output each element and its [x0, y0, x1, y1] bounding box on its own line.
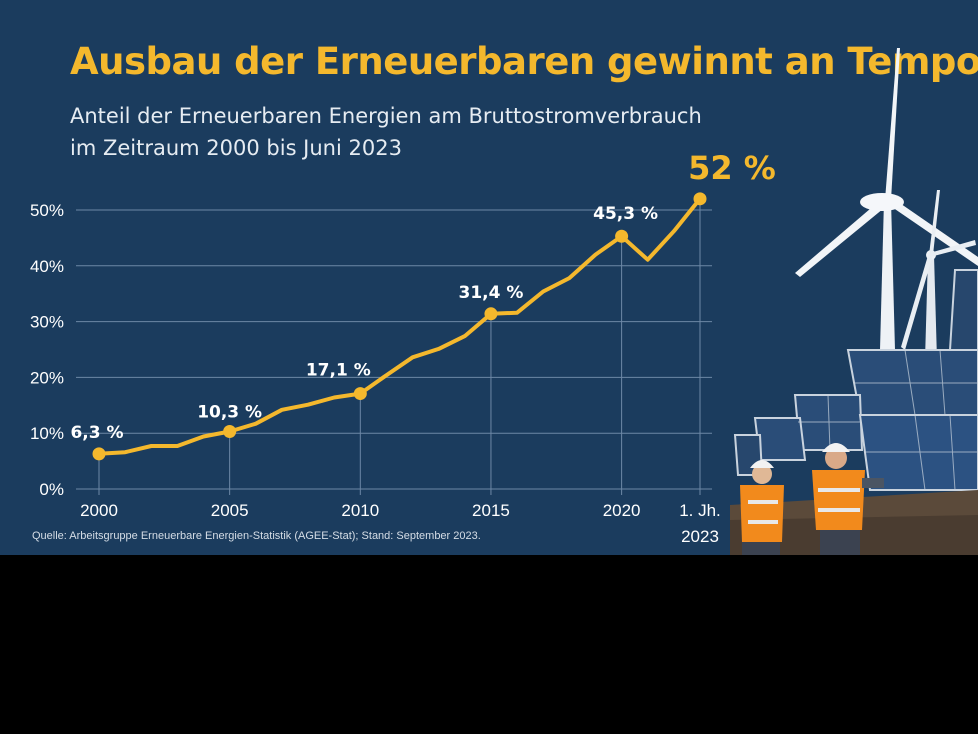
- y-tick-label: 20%: [30, 368, 64, 387]
- line-chart: 0% 10% 20% 30% 40% 50% 2000 2005 2010 2015 2020 1.…: [30, 48, 978, 555]
- wind-turbine-icon: [795, 48, 978, 350]
- data-point: [223, 425, 237, 439]
- solar-panel-grid: [798, 349, 978, 491]
- data-point: [92, 447, 106, 461]
- source-note: Quelle: Arbeitsgruppe Erneuerbare Energi…: [32, 530, 481, 542]
- solar-panel-icon: [733, 269, 978, 491]
- letterbox-bar: [0, 555, 978, 734]
- chart-subtitle: Anteil der Erneuerbaren Energien am Brut…: [70, 100, 750, 164]
- wind-turbine-icon: [901, 190, 976, 360]
- data-label: 17,1 %: [306, 361, 371, 381]
- y-tick-label: 40%: [30, 257, 64, 276]
- worker-icon: [812, 443, 884, 555]
- data-label: 10,3 %: [197, 403, 262, 423]
- x-tick-label: 2000: [80, 501, 118, 520]
- y-tick-label: 10%: [30, 424, 64, 443]
- data-label: 45,3 %: [593, 204, 658, 224]
- infographic: Ausbau der Erneuerbaren gewinnt an Tempo…: [0, 0, 978, 555]
- subtitle-line-1: Anteil der Erneuerbaren Energien am Brut…: [70, 104, 702, 128]
- data-label: 52 %: [688, 149, 776, 187]
- series-line: [97, 196, 702, 456]
- data-point: [484, 307, 498, 321]
- data-labels: 6,3 % 10,3 % 17,1 % 31,4 % 45,3 % 52 %: [70, 149, 775, 443]
- x-tick-label: 2010: [341, 501, 379, 520]
- data-label: 6,3 %: [70, 423, 123, 443]
- y-axis: 0% 10% 20% 30% 40% 50%: [30, 201, 64, 499]
- worker-icon: [740, 460, 784, 555]
- x-tick-label: 1. Jh.: [679, 501, 721, 520]
- data-label: 31,4 %: [459, 283, 524, 303]
- data-point: [353, 387, 367, 401]
- x-tick-label: 2020: [603, 501, 641, 520]
- y-tick-label: 0%: [39, 480, 64, 499]
- y-tick-label: 30%: [30, 313, 64, 332]
- grid-lines: [76, 198, 712, 495]
- x-tick-label: 2005: [211, 501, 249, 520]
- subtitle-line-2: im Zeitraum 2000 bis Juni 2023: [70, 136, 402, 160]
- x-tick-label: 2015: [472, 501, 510, 520]
- x-axis: 2000 2005 2010 2015 2020 1. Jh. 2023: [80, 501, 721, 546]
- x-tick-label: 2023: [681, 527, 719, 546]
- data-points: [92, 192, 707, 461]
- renewables-photo: [730, 48, 978, 555]
- data-point: [615, 229, 629, 243]
- y-tick-label: 50%: [30, 201, 64, 220]
- chart-title: Ausbau der Erneuerbaren gewinnt an Tempo: [70, 40, 978, 83]
- series-line-renewables: [97, 196, 702, 456]
- data-point: [693, 192, 707, 206]
